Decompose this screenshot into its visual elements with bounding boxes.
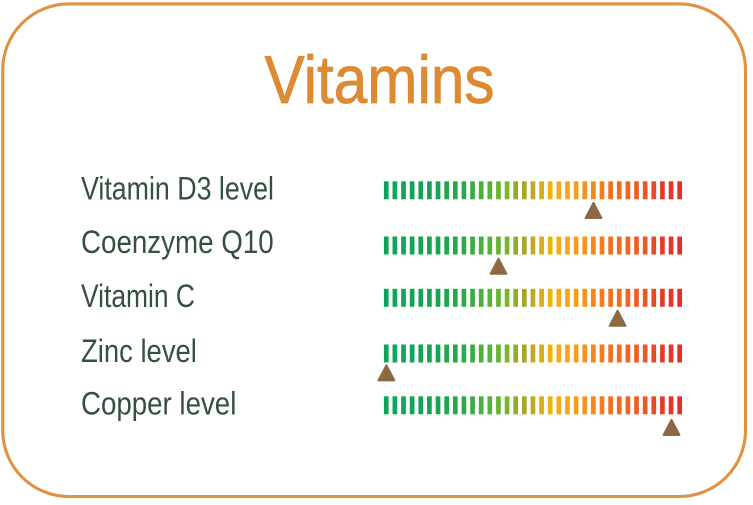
svg-text:Vitamins: Vitamins	[265, 42, 495, 118]
svg-text:Copper level: Copper level	[81, 387, 236, 422]
svg-text:Zinc level: Zinc level	[81, 334, 197, 369]
svg-text:Vitamin C: Vitamin C	[81, 279, 195, 315]
svg-text:Coenzyme Q10: Coenzyme Q10	[81, 225, 274, 260]
svg-text:Vitamin D3 level: Vitamin D3 level	[81, 171, 274, 207]
